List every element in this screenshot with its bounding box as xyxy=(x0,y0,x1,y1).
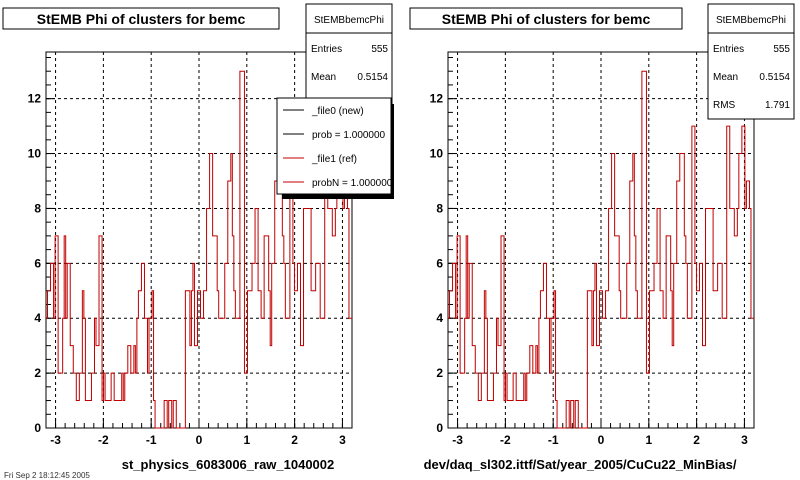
stats-mean-value: 0.5154 xyxy=(759,72,790,83)
chart-title: StEMB Phi of clusters for bemc xyxy=(442,11,651,27)
stats-mean-label: Mean xyxy=(713,72,738,83)
histogram-series xyxy=(448,70,754,429)
stats-mean-value: 0.5154 xyxy=(357,72,388,83)
y-tick-label: 10 xyxy=(28,147,42,161)
y-tick-label: 0 xyxy=(436,421,443,435)
legend-label: _file1 (ref) xyxy=(311,154,357,165)
y-tick-label: 4 xyxy=(34,311,41,325)
x-tick-label: 1 xyxy=(645,433,652,447)
histogram-series xyxy=(46,70,352,429)
title-box xyxy=(409,7,683,30)
stats-entries-label: Entries xyxy=(311,44,342,55)
legend-label: _file0 (new) xyxy=(311,106,364,117)
grid-lines xyxy=(46,52,352,428)
x-tick-label: -3 xyxy=(50,433,61,447)
x-tick-label: 0 xyxy=(598,433,605,447)
x-tick-label: 3 xyxy=(741,433,748,447)
stats-box: StEMBbemcPhi Entries 555 Mean 0.5154 RMS… xyxy=(707,3,795,120)
x-tick-label: -3 xyxy=(452,433,463,447)
stats-rms-label: RMS xyxy=(713,100,736,111)
x-tick-label: 2 xyxy=(291,433,298,447)
legend: _file0 (new) prob = 1.000000 _file1 (ref) p… xyxy=(276,97,394,199)
stats-entries-label: Entries xyxy=(713,44,744,55)
x-axis-label: st_physics_6083006_raw_1040002 xyxy=(122,457,335,472)
x-tick-label: 2 xyxy=(693,433,700,447)
x-tick-label: -1 xyxy=(548,433,559,447)
y-tick-label: 4 xyxy=(436,311,443,325)
stats-mean-label: Mean xyxy=(311,72,336,83)
y-tick-label: 8 xyxy=(436,201,443,215)
y-tick-label: 2 xyxy=(436,366,443,380)
right-panel: StEMB Phi of clusters for bemc -3 -2 -1 0 1 2… xyxy=(409,3,795,472)
legend-label: probN = 1.000000 xyxy=(312,178,393,189)
x-tick-label: -1 xyxy=(146,433,157,447)
legend-label: prob = 1.000000 xyxy=(312,130,386,141)
left-panel: StEMB Phi of clusters for bemc -3 -2 -1 0 1 2… xyxy=(2,3,394,472)
x-tick-label: 1 xyxy=(243,433,250,447)
x-tick-label: 3 xyxy=(339,433,346,447)
timestamp-footer: Fri Sep 2 18:12:45 2005 xyxy=(4,471,90,480)
stats-title: StEMBbemcPhi xyxy=(314,15,384,26)
x-tick-label: 0 xyxy=(196,433,203,447)
y-tick-label: 2 xyxy=(34,366,41,380)
y-tick-label: 12 xyxy=(28,92,42,106)
x-tick-label: -2 xyxy=(500,433,511,447)
y-tick-label: 6 xyxy=(436,256,443,270)
y-tick-label: 8 xyxy=(34,201,41,215)
stats-entries-value: 555 xyxy=(371,44,388,55)
stats-rms-value: 1.791 xyxy=(765,100,790,111)
x-tick-label: -2 xyxy=(98,433,109,447)
stats-title: StEMBbemcPhi xyxy=(716,15,786,26)
stats-entries-value: 555 xyxy=(773,44,790,55)
y-tick-label: 6 xyxy=(34,256,41,270)
histogram-line xyxy=(46,70,352,429)
y-tick-label: 10 xyxy=(430,147,444,161)
y-tick-label: 12 xyxy=(430,92,444,106)
histogram-line xyxy=(448,70,754,429)
chart-title: StEMB Phi of clusters for bemc xyxy=(37,11,246,27)
y-tick-label: 0 xyxy=(34,421,41,435)
title-box xyxy=(2,7,280,30)
x-axis-label: dev/daq_sl302.ittf/Sat/year_2005/CuCu22_… xyxy=(424,457,737,472)
